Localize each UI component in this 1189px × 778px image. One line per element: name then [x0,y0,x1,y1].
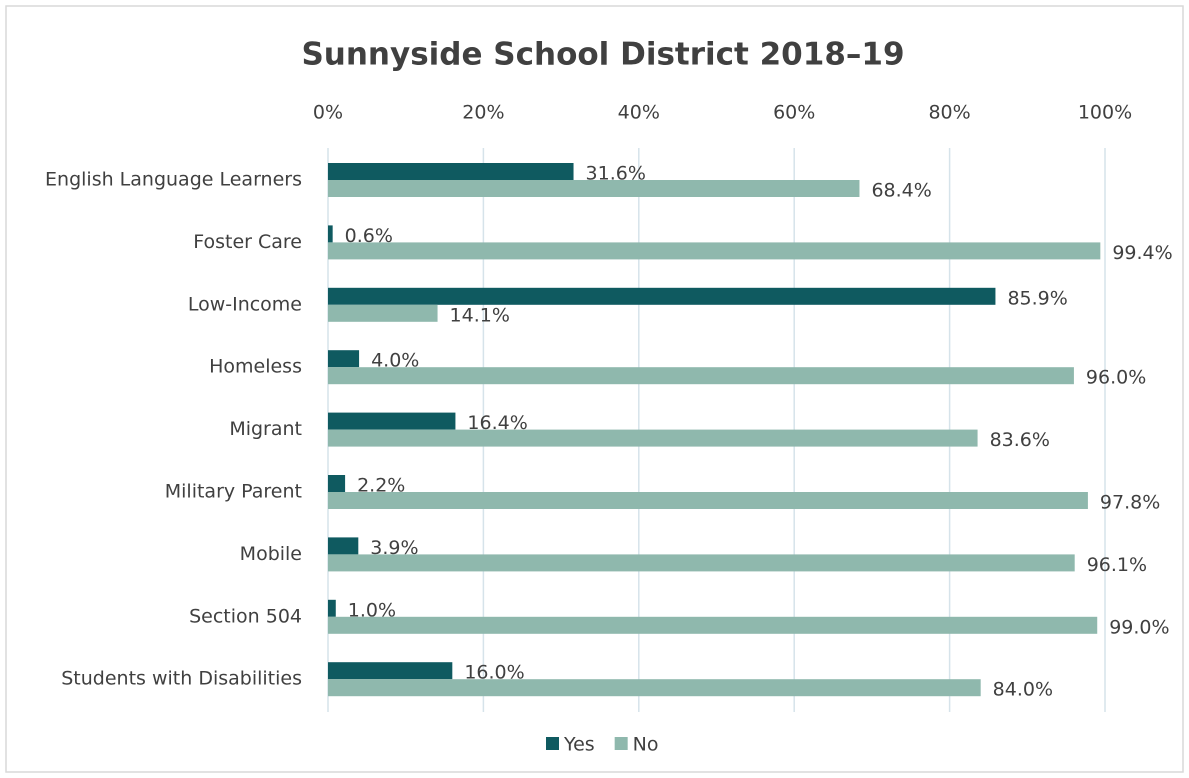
x-tick-label: 100% [1078,102,1132,124]
value-label: 16.4% [467,412,527,434]
value-label: 85.9% [1007,287,1067,309]
value-label: 99.4% [1112,242,1172,264]
bar [328,180,860,197]
bar [328,475,346,492]
bar [328,412,456,430]
x-tick-label: 60% [773,102,815,124]
x-tick-label: 0% [313,102,343,124]
value-label: 14.1% [450,304,510,326]
y-tick-label: Section 504 [189,605,302,627]
value-label: 1.0% [348,599,396,621]
value-label: 31.6% [586,163,646,185]
y-tick-label: English Language Learners [45,169,302,191]
x-tick-label: 40% [618,102,660,124]
bar [328,616,1098,634]
bar [328,429,978,447]
x-tick-label: 20% [462,102,504,124]
value-label: 0.6% [345,225,393,247]
bar [328,662,453,680]
value-label: 96.1% [1087,554,1147,576]
value-label: 2.2% [357,475,405,497]
bar [328,163,574,180]
value-label: 83.6% [990,429,1050,451]
y-tick-label: Military Parent [165,481,302,503]
y-tick-label: Mobile [240,543,302,565]
y-tick-label: Homeless [209,356,302,378]
value-label: 68.4% [871,180,931,202]
value-label: 99.0% [1109,616,1169,638]
y-tick-label: Low-Income [188,293,302,315]
bar [328,537,359,555]
y-tick-label: Foster Care [193,231,302,253]
y-tick-label: Students with Disabilities [61,668,302,690]
bar [328,492,1088,509]
legend-label: No [633,734,659,756]
value-label: 4.0% [371,350,419,372]
x-tick-label: 80% [928,102,970,124]
chart-title: Sunnyside School District 2018–19 [301,37,904,73]
bar [328,367,1074,385]
bar [328,225,333,243]
value-label: 97.8% [1100,492,1160,514]
value-label: 16.0% [464,662,524,684]
legend-label: Yes [563,734,595,756]
bar [328,304,438,322]
y-tick-label: Migrant [229,418,302,440]
value-label: 96.0% [1086,367,1146,389]
bar [328,242,1101,260]
chart-border [5,5,1184,773]
value-label: 84.0% [993,679,1053,701]
bar [328,679,981,697]
bar [328,287,996,305]
legend-swatch [614,737,628,750]
bar [328,350,360,368]
value-label: 3.9% [370,537,418,559]
bar [328,599,336,617]
bar [328,554,1075,572]
legend-swatch [546,737,559,750]
